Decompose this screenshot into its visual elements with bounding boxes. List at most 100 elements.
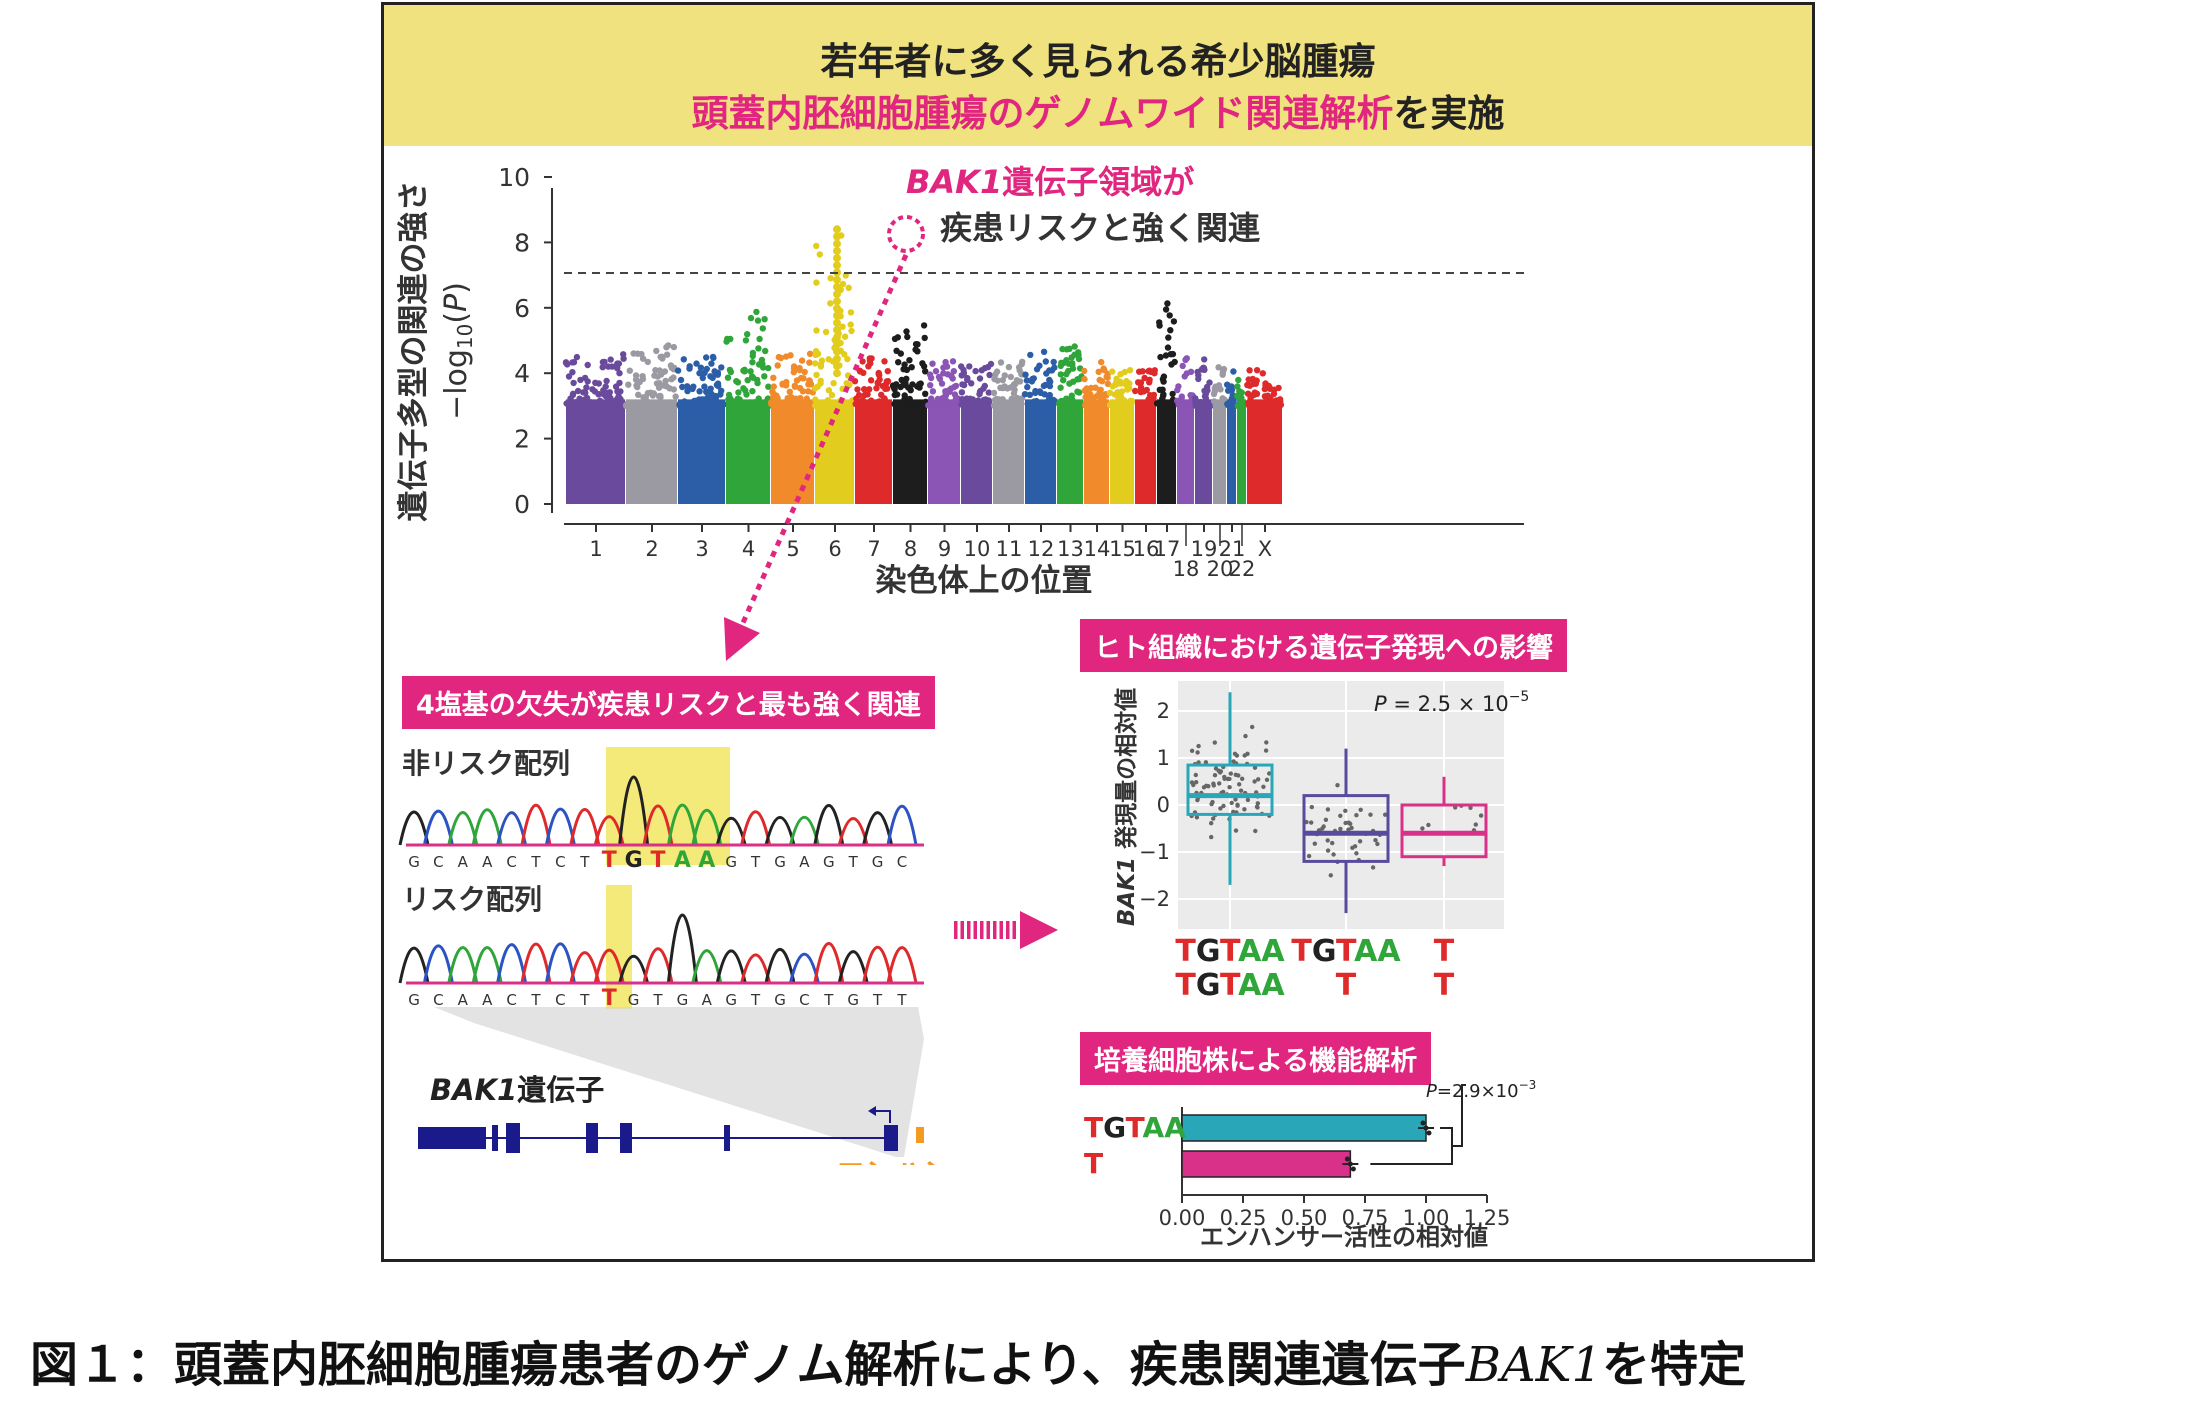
snp-point (1201, 356, 1208, 363)
sample-point (1217, 770, 1223, 775)
sample-point (1245, 797, 1251, 803)
banner-line2: 頭蓋内胚細胞腫瘍のゲノムワイド関連解析を実施 (384, 83, 1812, 137)
snp-point (638, 350, 645, 358)
base-letter: G (823, 853, 835, 871)
chromosome-band (993, 399, 1024, 504)
snp-point (707, 398, 714, 405)
snp-point (920, 363, 928, 370)
snp-point (920, 322, 928, 329)
snp-point (844, 402, 851, 410)
base-letter: T (530, 991, 541, 1009)
snp-point (854, 386, 861, 393)
x-tick-label: 21 (1219, 537, 1246, 561)
chromosome-band (1084, 399, 1109, 504)
sample-point (1211, 816, 1216, 821)
snp-point (962, 401, 970, 408)
snp-point (1228, 395, 1235, 403)
snp-point (1075, 355, 1083, 363)
snp-point (663, 351, 671, 358)
snp-point (952, 396, 959, 404)
sample-point (1354, 851, 1359, 856)
snp-point (1007, 373, 1014, 381)
sample-point (1189, 748, 1195, 753)
snp-point (755, 402, 762, 409)
snp-point (1238, 389, 1245, 396)
snp-point (642, 402, 650, 410)
snp-point (765, 383, 772, 390)
snp-point (684, 387, 691, 395)
snp-point (1171, 358, 1178, 366)
base-letter: T (750, 991, 761, 1009)
snp-point (755, 361, 763, 368)
x-tick-label: 13 (1057, 537, 1084, 561)
snp-point (1156, 319, 1163, 326)
chromatogram-peak (569, 808, 601, 846)
snp-point (657, 353, 664, 361)
snp-point (583, 384, 590, 391)
snp-point (946, 388, 953, 395)
snp-point (718, 387, 725, 394)
sample-point (1325, 807, 1331, 812)
sample-point (1242, 753, 1247, 758)
chromatogram-peak (666, 913, 698, 984)
snp-point (1132, 387, 1139, 395)
snp-point (616, 370, 623, 377)
snp-point (790, 365, 798, 372)
chromatogram-peak (398, 810, 430, 846)
snp-point (818, 357, 826, 364)
base-letter: C (799, 991, 809, 1009)
snp-point (734, 379, 742, 386)
base-letter: C (555, 853, 565, 871)
chromatogram-peak (886, 946, 918, 984)
chromatogram-peak (593, 948, 625, 984)
chromosome-band (1247, 399, 1282, 504)
base-letter: G (774, 991, 786, 1009)
base-letter: C (506, 991, 516, 1009)
base-letter: G (625, 848, 643, 873)
chromosome-band (815, 399, 854, 504)
caption-prefix: 図１：頭蓋内胚細胞腫瘍患者のゲノム解析により、疾患関連遺伝子 (30, 1337, 1466, 1393)
snp-point (833, 340, 841, 349)
snp-point (929, 388, 937, 395)
snp-point (876, 371, 883, 379)
sample-point (1233, 797, 1238, 802)
snp-point (950, 383, 958, 391)
snp-point (904, 333, 911, 341)
sample-point (1193, 772, 1198, 778)
deletion-tag: 4塩基の欠失が疾患リスクと最も強く関連 (402, 676, 935, 729)
snp-point (940, 364, 947, 371)
snp-point (1101, 366, 1108, 374)
sample-point (1211, 781, 1216, 786)
snp-point (782, 353, 790, 360)
snp-point (1234, 392, 1241, 400)
snp-point (786, 388, 793, 395)
snp-point (670, 374, 677, 381)
y-tick-label: 2 (1157, 699, 1170, 723)
base-letter: T (530, 853, 541, 871)
snp-point (966, 363, 973, 370)
chromatogram-peak (447, 946, 479, 984)
x-tick-label: X (1258, 537, 1272, 561)
snp-point (614, 365, 621, 372)
snp-point (812, 396, 819, 403)
base-letter: T (823, 991, 834, 1009)
risk-label: リスク配列 (402, 883, 543, 916)
chromatogram-peak (520, 804, 552, 846)
base-letter: C (433, 991, 443, 1009)
snp-point (874, 379, 881, 386)
bar-category: T (1084, 1147, 1103, 1180)
sample-point (1468, 805, 1473, 810)
snp-point (653, 347, 660, 355)
snp-point (938, 380, 946, 387)
snp-point (876, 398, 883, 405)
snp-point (1219, 395, 1226, 402)
genotype-label: T (1336, 968, 1357, 1003)
chromosome-band (1025, 399, 1056, 504)
snp-point (1175, 383, 1182, 390)
snp-point (701, 401, 708, 409)
chromosome-band (1195, 399, 1212, 504)
snp-point (755, 395, 762, 402)
snp-point (718, 364, 725, 371)
snp-point (1040, 382, 1048, 390)
base-letter: C (897, 853, 907, 871)
